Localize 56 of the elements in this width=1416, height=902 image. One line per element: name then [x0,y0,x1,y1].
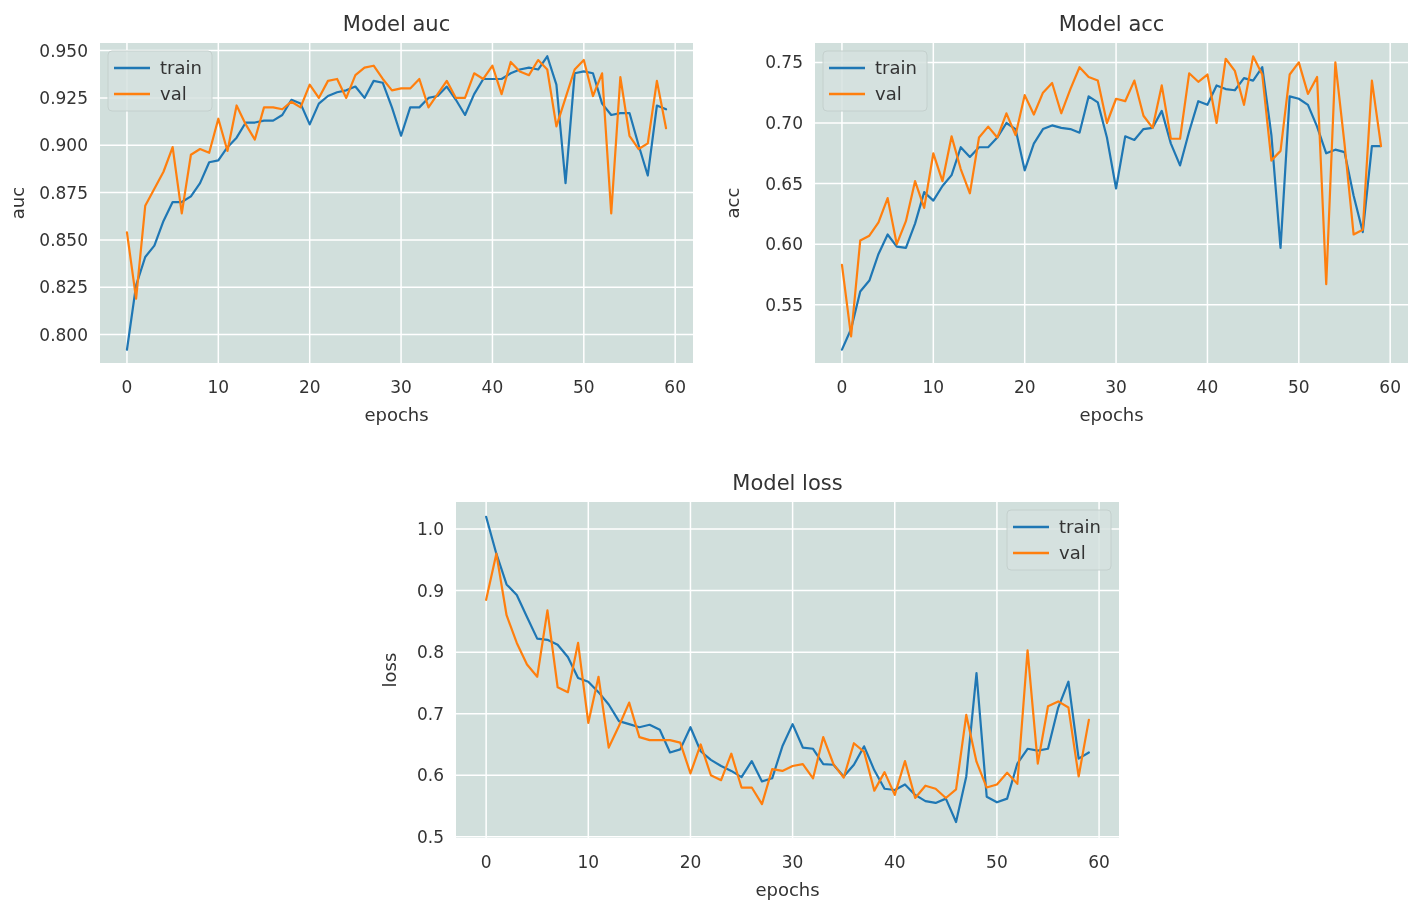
line-series [125,58,668,300]
legend-label: train [875,57,917,79]
y-tick-label: 0.800 [39,324,88,345]
x-tick-label: 30 [781,852,804,872]
y-tick-label: 1.0 [416,519,444,540]
y-tick-label: 0.900 [39,135,88,156]
x-tick-label: 0 [836,377,848,397]
x-axis-title: epochs [1079,404,1144,425]
legend-label: val [1059,542,1086,564]
y-tick-label: 0.75 [765,52,803,73]
y-tick-label: 0.6 [416,765,444,786]
y-axis-title: acc [722,187,743,219]
line-series [125,55,668,351]
y-tick-label: 0.8 [416,642,444,663]
x-tick-label: 30 [1105,377,1127,397]
legend-label: train [1059,516,1101,538]
x-tick-label: 60 [1379,377,1401,397]
y-tick-label: 0.875 [39,182,88,203]
y-tick-label: 0.7 [416,703,444,724]
y-tick-label: 0.55 [765,294,803,315]
x-tick-label: 0 [480,852,492,872]
chart-title: Model acc [1058,12,1165,36]
y-axis-title: auc [7,186,28,220]
y-axis-title: loss [379,652,400,688]
x-tick-label: 40 [1196,377,1219,397]
x-tick-label: 10 [577,852,600,872]
legend-label: val [160,83,187,105]
x-tick-label: 50 [986,852,1008,872]
x-tick-label: 60 [664,377,686,397]
legend-label: val [875,83,902,105]
legend-label: train [160,57,202,79]
y-tick-label: 0.850 [39,229,88,250]
x-tick-label: 50 [1287,377,1310,397]
x-tick-label: 10 [207,377,230,397]
x-tick-label: 0 [121,377,133,397]
x-tick-label: 50 [572,377,595,397]
x-tick-label: 30 [390,377,412,397]
y-tick-label: 0.65 [765,173,803,194]
y-tick-label: 0.9 [416,580,444,601]
y-tick-label: 0.70 [765,112,803,133]
x-tick-label: 40 [883,852,906,872]
y-tick-label: 0.5 [416,826,444,847]
y-tick-label: 0.60 [765,234,803,255]
x-axis-title: epochs [364,404,429,425]
y-tick-label: 0.925 [39,87,88,108]
x-tick-label: 60 [1088,852,1110,872]
x-tick-label: 40 [481,377,504,397]
x-tick-label: 20 [298,377,321,397]
x-tick-label: 20 [679,852,702,872]
x-tick-label: 20 [1013,377,1036,397]
chart-title: Model auc [342,12,451,36]
chart-title: Model loss [732,471,843,495]
x-axis-title: epochs [755,879,820,900]
y-tick-label: 0.950 [39,40,88,61]
x-tick-label: 10 [922,377,945,397]
y-tick-label: 0.825 [39,277,88,298]
